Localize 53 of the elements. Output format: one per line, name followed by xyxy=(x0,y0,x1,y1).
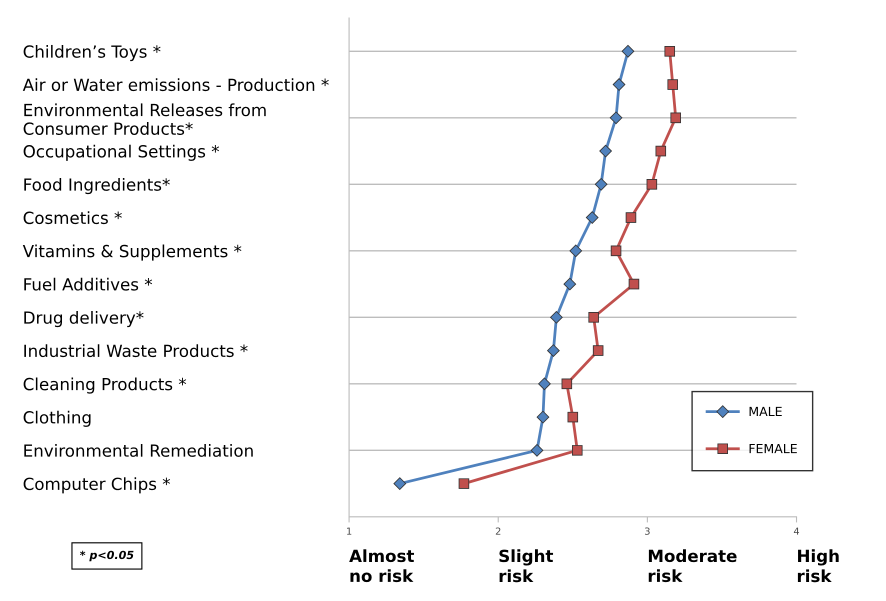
point xyxy=(646,179,658,190)
x-tick-label: 3 xyxy=(645,527,650,535)
y-tick-label: Industrial Waste Products * xyxy=(24,344,248,358)
x-tick-label: 1 xyxy=(347,528,352,535)
text: Slight risk xyxy=(499,549,554,582)
point xyxy=(569,244,582,258)
text: Almost no risk xyxy=(349,549,414,582)
point xyxy=(458,478,470,489)
point xyxy=(547,344,560,357)
point xyxy=(628,278,640,290)
point xyxy=(594,178,608,191)
y-tick-label: Clothing xyxy=(24,410,91,427)
y-tick-label: Environmental Remediation xyxy=(24,444,253,457)
point xyxy=(536,410,550,424)
x-tick-label: 2 xyxy=(496,527,500,535)
legend-label: MALE xyxy=(750,406,782,416)
point xyxy=(564,278,576,290)
point xyxy=(568,412,578,422)
point xyxy=(588,312,599,323)
text: * p<0.05 xyxy=(80,550,134,562)
point xyxy=(592,345,604,356)
point xyxy=(538,378,551,390)
y-tick-label: Fuel Additives * xyxy=(24,278,152,291)
point xyxy=(572,445,583,456)
point xyxy=(622,44,634,58)
y-tick-label: Environmental Releases from Consumer Products* xyxy=(24,103,266,135)
point xyxy=(550,311,563,324)
y-tick-label: Computer Chips * xyxy=(24,477,170,494)
point xyxy=(656,146,666,156)
text: High risk xyxy=(798,549,839,582)
y-tick-label: Drug delivery* xyxy=(24,310,144,328)
point xyxy=(670,112,681,124)
y-tick-label: Children’s Toys * xyxy=(24,44,161,62)
point xyxy=(610,246,622,256)
point xyxy=(530,444,544,457)
point xyxy=(562,378,572,390)
point xyxy=(667,79,678,90)
point xyxy=(599,144,612,158)
y-tick-label: Food Ingredients* xyxy=(24,178,170,194)
point xyxy=(586,211,598,224)
text: Moderate risk xyxy=(648,549,737,582)
point xyxy=(393,477,406,490)
y-tick-label: Cleaning Products * xyxy=(24,378,186,394)
x-tick-label: 4 xyxy=(794,528,800,535)
point xyxy=(664,46,676,57)
y-tick-label: Air or Water emissions - Production * xyxy=(22,78,329,92)
y-tick-label: Cosmetics * xyxy=(24,211,122,224)
point xyxy=(626,212,636,223)
point xyxy=(610,111,622,124)
y-tick-label: Vitamins & Supplements * xyxy=(22,244,242,261)
legend-label: FEMALE xyxy=(750,444,797,454)
y-tick-label: Occupational Settings * xyxy=(24,144,220,161)
point xyxy=(612,78,626,91)
